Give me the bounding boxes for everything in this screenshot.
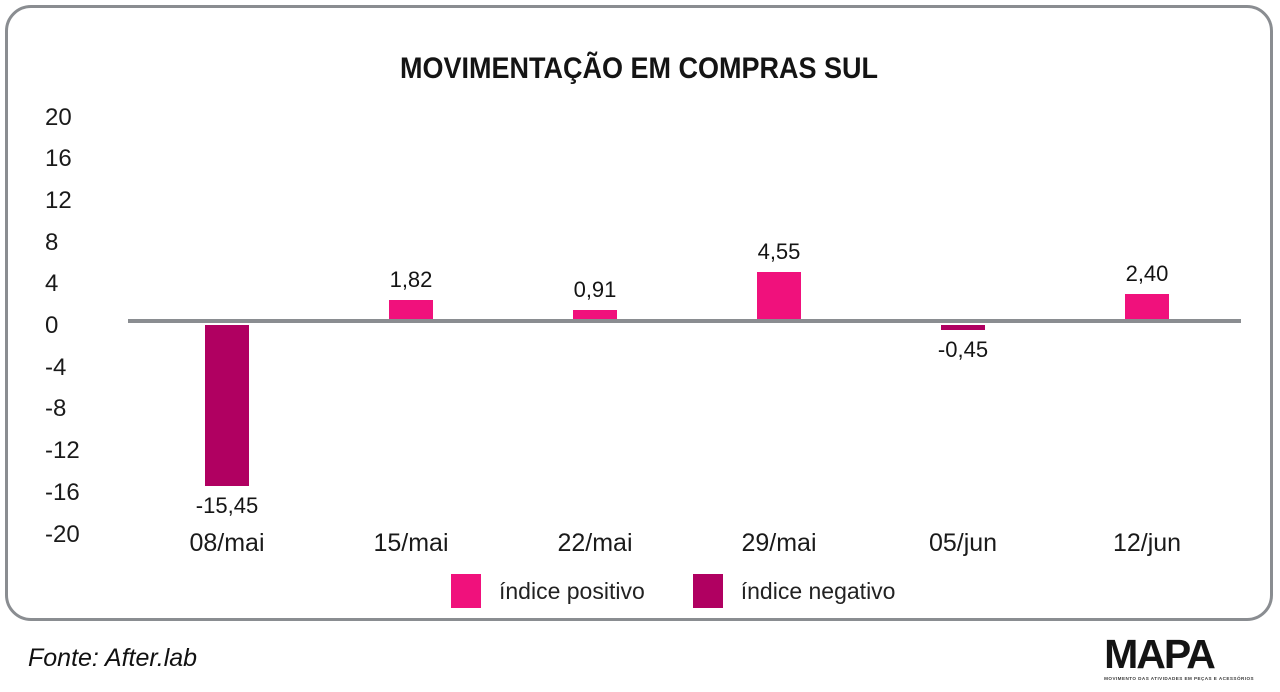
y-axis-tick-label: 16 bbox=[45, 145, 72, 173]
legend-item: índice negativo bbox=[692, 574, 896, 608]
chart-frame: MOVIMENTAÇÃO EM COMPRAS SUL 20 16 12 8 4 0 -4 -… bbox=[5, 5, 1273, 621]
chart-title: MOVIMENTAÇÃO EM COMPRAS SUL bbox=[399, 52, 878, 85]
x-axis-label-05/jun: 05/jun bbox=[928, 529, 998, 557]
bar-08/mai bbox=[205, 325, 249, 487]
bar-value-label: -15,45 bbox=[195, 493, 259, 519]
legend-swatch bbox=[692, 574, 723, 608]
zero-axis-line bbox=[128, 319, 1241, 323]
bar-22/mai bbox=[573, 309, 617, 319]
source-text: Fonte: After.lab bbox=[28, 644, 198, 672]
mapa-logo-tagline: MOVIMENTO DAS ATIVIDADES EM PEÇAS E ACES… bbox=[1104, 676, 1254, 681]
bar-value-label: 2,40 bbox=[1125, 260, 1169, 286]
bar-15/mai bbox=[389, 300, 433, 319]
bar-value-label: 0,91 bbox=[573, 276, 617, 302]
bar-12/jun bbox=[1125, 293, 1169, 319]
mapa-logo-word: MAPA bbox=[1104, 631, 1216, 677]
x-axis-label-29/mai: 29/mai bbox=[741, 529, 817, 557]
bar-value-label: -0,45 bbox=[937, 336, 989, 362]
y-axis-tick-label: -16 bbox=[45, 478, 80, 506]
legend-label: índice positivo bbox=[499, 577, 645, 604]
y-axis-tick-label: 4 bbox=[45, 270, 59, 298]
y-axis-tick-label: 8 bbox=[45, 228, 59, 256]
mapa-logo: MAPA MOVIMENTO DAS ATIVIDADES EM PEÇAS E… bbox=[1104, 631, 1254, 682]
y-axis-tick-label: -12 bbox=[45, 437, 80, 465]
y-axis-tick-label: 0 bbox=[45, 312, 59, 339]
bar-value-label: 1,82 bbox=[389, 267, 433, 293]
y-axis-tick-label: -20 bbox=[45, 520, 80, 548]
x-axis-label-12/jun: 12/jun bbox=[1112, 529, 1182, 557]
legend-swatch bbox=[451, 574, 481, 608]
x-axis-label-15/mai: 15/mai bbox=[373, 529, 449, 557]
x-axis-label-22/mai: 22/mai bbox=[557, 529, 633, 557]
legend-item: índice positivo bbox=[451, 574, 645, 608]
bar-29/mai bbox=[757, 271, 801, 319]
y-axis-tick-label: 20 bbox=[45, 103, 72, 131]
bar-value-label: 4,55 bbox=[757, 238, 801, 264]
bar-05/jun bbox=[941, 325, 985, 330]
legend: índice positivo índice negativo bbox=[451, 574, 895, 608]
y-axis-tick-label: 12 bbox=[45, 186, 72, 214]
legend-label: índice negativo bbox=[740, 577, 896, 604]
y-axis-tick-label: -4 bbox=[45, 353, 67, 381]
x-axis-label-08/mai: 08/mai bbox=[189, 529, 265, 557]
y-axis-tick-label: -8 bbox=[45, 395, 67, 423]
